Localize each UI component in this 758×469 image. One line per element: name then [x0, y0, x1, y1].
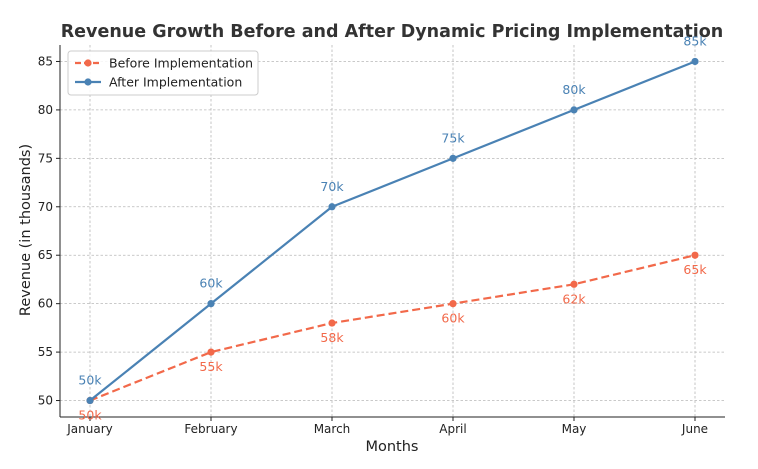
series-1-data-label: 50k [78, 373, 102, 388]
series-1-point [328, 203, 336, 211]
x-tick-label: January [66, 422, 113, 436]
y-tick-label: 60 [38, 297, 53, 311]
series-1-point [207, 300, 215, 308]
y-tick-label: 75 [38, 151, 53, 165]
y-tick-label: 50 [38, 394, 53, 408]
chart-title: Revenue Growth Before and After Dynamic … [61, 22, 724, 42]
series-1-data-label: 70k [320, 179, 344, 194]
legend-swatch-marker [84, 78, 92, 86]
y-tick-label: 70 [38, 200, 53, 214]
legend-box [67, 50, 259, 96]
series-1-point [570, 106, 578, 114]
series-0-point [449, 300, 457, 308]
series-0-point [328, 319, 336, 327]
series-1-point [86, 396, 94, 405]
series-1-data-label: 80k [562, 82, 586, 97]
y-tick-label: 80 [38, 103, 53, 117]
series-line-0 [89, 254, 696, 402]
series-line-1 [89, 60, 696, 402]
legend-entry-label: Before Implementation [109, 56, 253, 71]
x-tick-label: April [439, 422, 466, 436]
legend-entry-label: After Implementation [109, 75, 242, 90]
x-tick-label: June [681, 422, 708, 436]
series-0-point [570, 280, 578, 288]
x-tick-label: February [184, 422, 237, 436]
series-0-data-label: 60k [441, 311, 465, 326]
x-axis-label: Months [365, 439, 418, 455]
series-1-point [691, 57, 699, 66]
series-0-data-label: 58k [320, 330, 344, 345]
y-tick-label: 65 [38, 248, 53, 262]
series-0-point [691, 251, 699, 259]
y-tick-label: 55 [38, 345, 53, 359]
series-0-point [207, 348, 215, 356]
series-1-data-label: 85k [683, 33, 707, 48]
data-labels: 50k 55k 58k 60k 62k 65k 50k 60k 70k 75k 80k 85k [78, 33, 707, 422]
series-1-point [449, 154, 457, 162]
series-0-data-label: 62k [562, 291, 586, 306]
series-1-data-label: 60k [199, 276, 223, 291]
grid [60, 45, 725, 417]
series-0-data-label: 65k [683, 262, 707, 277]
x-tick-label: March [314, 422, 351, 436]
y-axis-label: Revenue (in thousands) [18, 144, 34, 316]
legend: Before Implementation After Implementatio… [67, 50, 259, 96]
series-0-data-label: 55k [199, 359, 223, 374]
legend-swatch-marker [84, 59, 92, 67]
y-tick-label: 85 [38, 54, 53, 68]
series-layer [86, 57, 699, 405]
x-tick-label: May [562, 422, 587, 436]
series-1-data-label: 75k [441, 130, 465, 145]
series-0-data-label: 50k [78, 408, 102, 423]
axes: January February March April May June 50 55 60 65… [38, 45, 725, 436]
